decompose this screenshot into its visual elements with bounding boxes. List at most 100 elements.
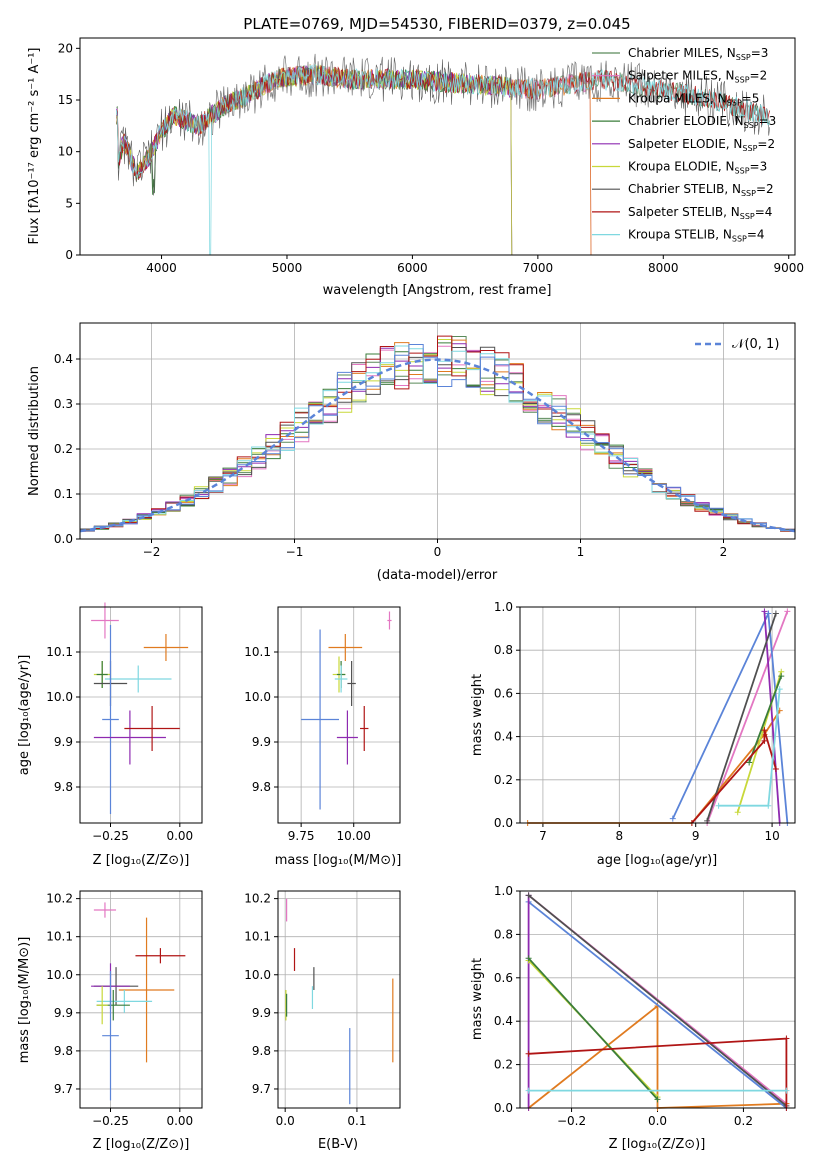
legend-label: Chabrier STELIB, NSSP=2 — [628, 182, 774, 198]
x-tick-label: −0.25 — [92, 829, 129, 843]
y-tick-label: 9.9 — [252, 735, 271, 749]
weight-vs-age-ylabel: mass weight — [470, 674, 485, 756]
spectrum-xlabel: wavelength [Angstrom, rest frame] — [323, 283, 552, 298]
axes-frame — [519, 890, 796, 1109]
mass-vs-Z-xlabel: Z [log₁₀(Z/Z⊙)] — [93, 1137, 190, 1152]
y-tick-label: 0.4 — [494, 730, 513, 744]
spectrum-title: PLATE=0769, MJD=54530, FIBERID=0379, z=0… — [243, 15, 630, 33]
weight-series-line — [763, 611, 781, 824]
y-tick-label: 10.1 — [244, 645, 271, 659]
age-vs-mass-panel: 9.75 10.00 9.8 9.9 10.0 10.1 — [244, 606, 401, 843]
weight-series-line — [528, 1004, 787, 1109]
y-tick-label: 0 — [65, 248, 73, 262]
weight-marker — [776, 686, 783, 693]
weight-series-line — [527, 957, 659, 1100]
weight-marker — [784, 608, 791, 615]
spectrum-series-line — [116, 64, 771, 256]
x-tick-label: 0 — [434, 545, 442, 559]
weight-vs-Z-ylabel: mass weight — [470, 958, 485, 1040]
age-vs-Z-panel: −0.25 0.00 9.8 9.9 10.0 10.1 — [46, 602, 203, 843]
y-tick-label: 10.1 — [46, 930, 73, 944]
weight-marker — [761, 727, 768, 734]
weight-series-line — [691, 729, 777, 824]
legend-label: Kroupa ELODIE, NSSP=3 — [628, 160, 767, 176]
y-tick-label: 0.6 — [494, 971, 513, 985]
histogram-series — [80, 335, 795, 532]
y-tick-label: 0.0 — [54, 532, 73, 546]
spectrum-legend: Chabrier MILES, NSSP=3 Salpeter MILES, NS… — [592, 46, 776, 244]
residuals-xlabel: (data-model)/error — [377, 568, 498, 583]
mass-vs-EBV-panel: 0.0 0.1 9.7 9.8 9.9 10.0 10.1 10.2 — [244, 890, 401, 1128]
y-tick-label: 10.1 — [244, 930, 271, 944]
x-tick-label: 10 — [764, 829, 779, 843]
y-tick-label: 15 — [58, 93, 73, 107]
weight-series-line — [706, 613, 777, 822]
y-tick-label: 0.6 — [494, 686, 513, 700]
y-tick-label: 5 — [65, 196, 73, 210]
weight-marker — [746, 759, 753, 766]
legend-label: Kroupa MILES, NSSP=5 — [628, 91, 759, 107]
axes-frame — [277, 606, 401, 824]
weight-marker — [761, 608, 768, 615]
normal-curve — [79, 358, 796, 533]
x-tick-label: 0.00 — [166, 829, 193, 843]
x-tick-label: 9 — [692, 829, 700, 843]
x-tick-label: 7000 — [523, 261, 554, 275]
x-tick-label: 5000 — [272, 261, 303, 275]
weight-marker — [772, 766, 779, 772]
x-tick-label: 7 — [539, 829, 547, 843]
age-vs-Z-xlabel: Z [log₁₀(Z/Z⊙)] — [93, 853, 190, 868]
y-tick-label: 1.0 — [494, 600, 513, 614]
x-tick-label: 8000 — [648, 261, 679, 275]
x-tick-label: −0.25 — [92, 1114, 129, 1128]
x-tick-label: 10.00 — [337, 829, 371, 843]
x-tick-label: 4000 — [146, 261, 177, 275]
legend-label: Salpeter MILES, NSSP=2 — [628, 69, 767, 85]
normal-legend-label: 𝒩(0, 1) — [732, 337, 779, 352]
axes-frame — [277, 890, 401, 1109]
legend-label: Chabrier MILES, NSSP=3 — [628, 46, 768, 62]
y-tick-label: 10.2 — [46, 892, 73, 906]
y-tick-label: 0.4 — [494, 1014, 513, 1028]
weight-vs-age-xlabel: age [log₁₀(age/yr)] — [597, 853, 718, 868]
y-tick-label: 0.4 — [54, 352, 73, 366]
spectrum-panel: 4000 5000 6000 7000 8000 9000 0 5 10 15 20 — [58, 37, 804, 275]
y-tick-label: 0.3 — [54, 397, 73, 411]
y-tick-label: 0.0 — [494, 1101, 513, 1115]
mass-vs-Z-ylabel: mass [log₁₀(M/M⊙)] — [17, 937, 32, 1064]
spectrum-series-line — [116, 65, 513, 256]
y-tick-label: 10.0 — [46, 968, 73, 982]
weight-marker — [783, 1087, 790, 1094]
y-tick-label: 10.0 — [46, 690, 73, 704]
weight-vs-Z-xlabel: Z [log₁₀(Z/Z⊙)] — [609, 1137, 706, 1152]
x-tick-label: 9.75 — [288, 829, 315, 843]
x-tick-label: −2 — [143, 545, 161, 559]
x-tick-label: 0.0 — [648, 1114, 667, 1128]
weight-marker — [669, 815, 676, 822]
weight-marker — [778, 673, 785, 680]
y-tick-label: 9.9 — [54, 1006, 73, 1020]
weight-marker — [765, 802, 772, 809]
y-tick-label: 0.1 — [54, 487, 73, 501]
x-tick-label: 1 — [577, 545, 585, 559]
y-tick-label: 10.2 — [244, 892, 271, 906]
weight-marker — [734, 809, 741, 816]
x-tick-label: −0.2 — [557, 1114, 586, 1128]
y-tick-label: 9.7 — [252, 1082, 271, 1096]
residuals-legend: 𝒩(0, 1) — [695, 337, 779, 352]
y-tick-label: 10.0 — [244, 690, 271, 704]
y-tick-label: 0.2 — [54, 442, 73, 456]
y-tick-label: 0.2 — [494, 1058, 513, 1072]
y-tick-label: 9.7 — [54, 1082, 73, 1096]
weight-marker — [715, 802, 722, 809]
weight-series-line — [528, 894, 787, 1107]
y-tick-label: 0.8 — [494, 927, 513, 941]
x-tick-label: 0.00 — [166, 1114, 193, 1128]
y-tick-label: 0.8 — [494, 643, 513, 657]
weight-vs-age-panel: 7 8 9 10 0.0 0.2 0.4 0.6 0.8 1.0 — [494, 600, 796, 843]
axes-frame — [79, 322, 796, 540]
age-vs-Z-ylabel: age [log₁₀(age/yr)] — [17, 655, 32, 776]
axes-frame — [79, 606, 203, 824]
weight-marker — [761, 737, 768, 744]
age-vs-mass-xlabel: mass [log₁₀(M/M⊙)] — [275, 853, 402, 868]
